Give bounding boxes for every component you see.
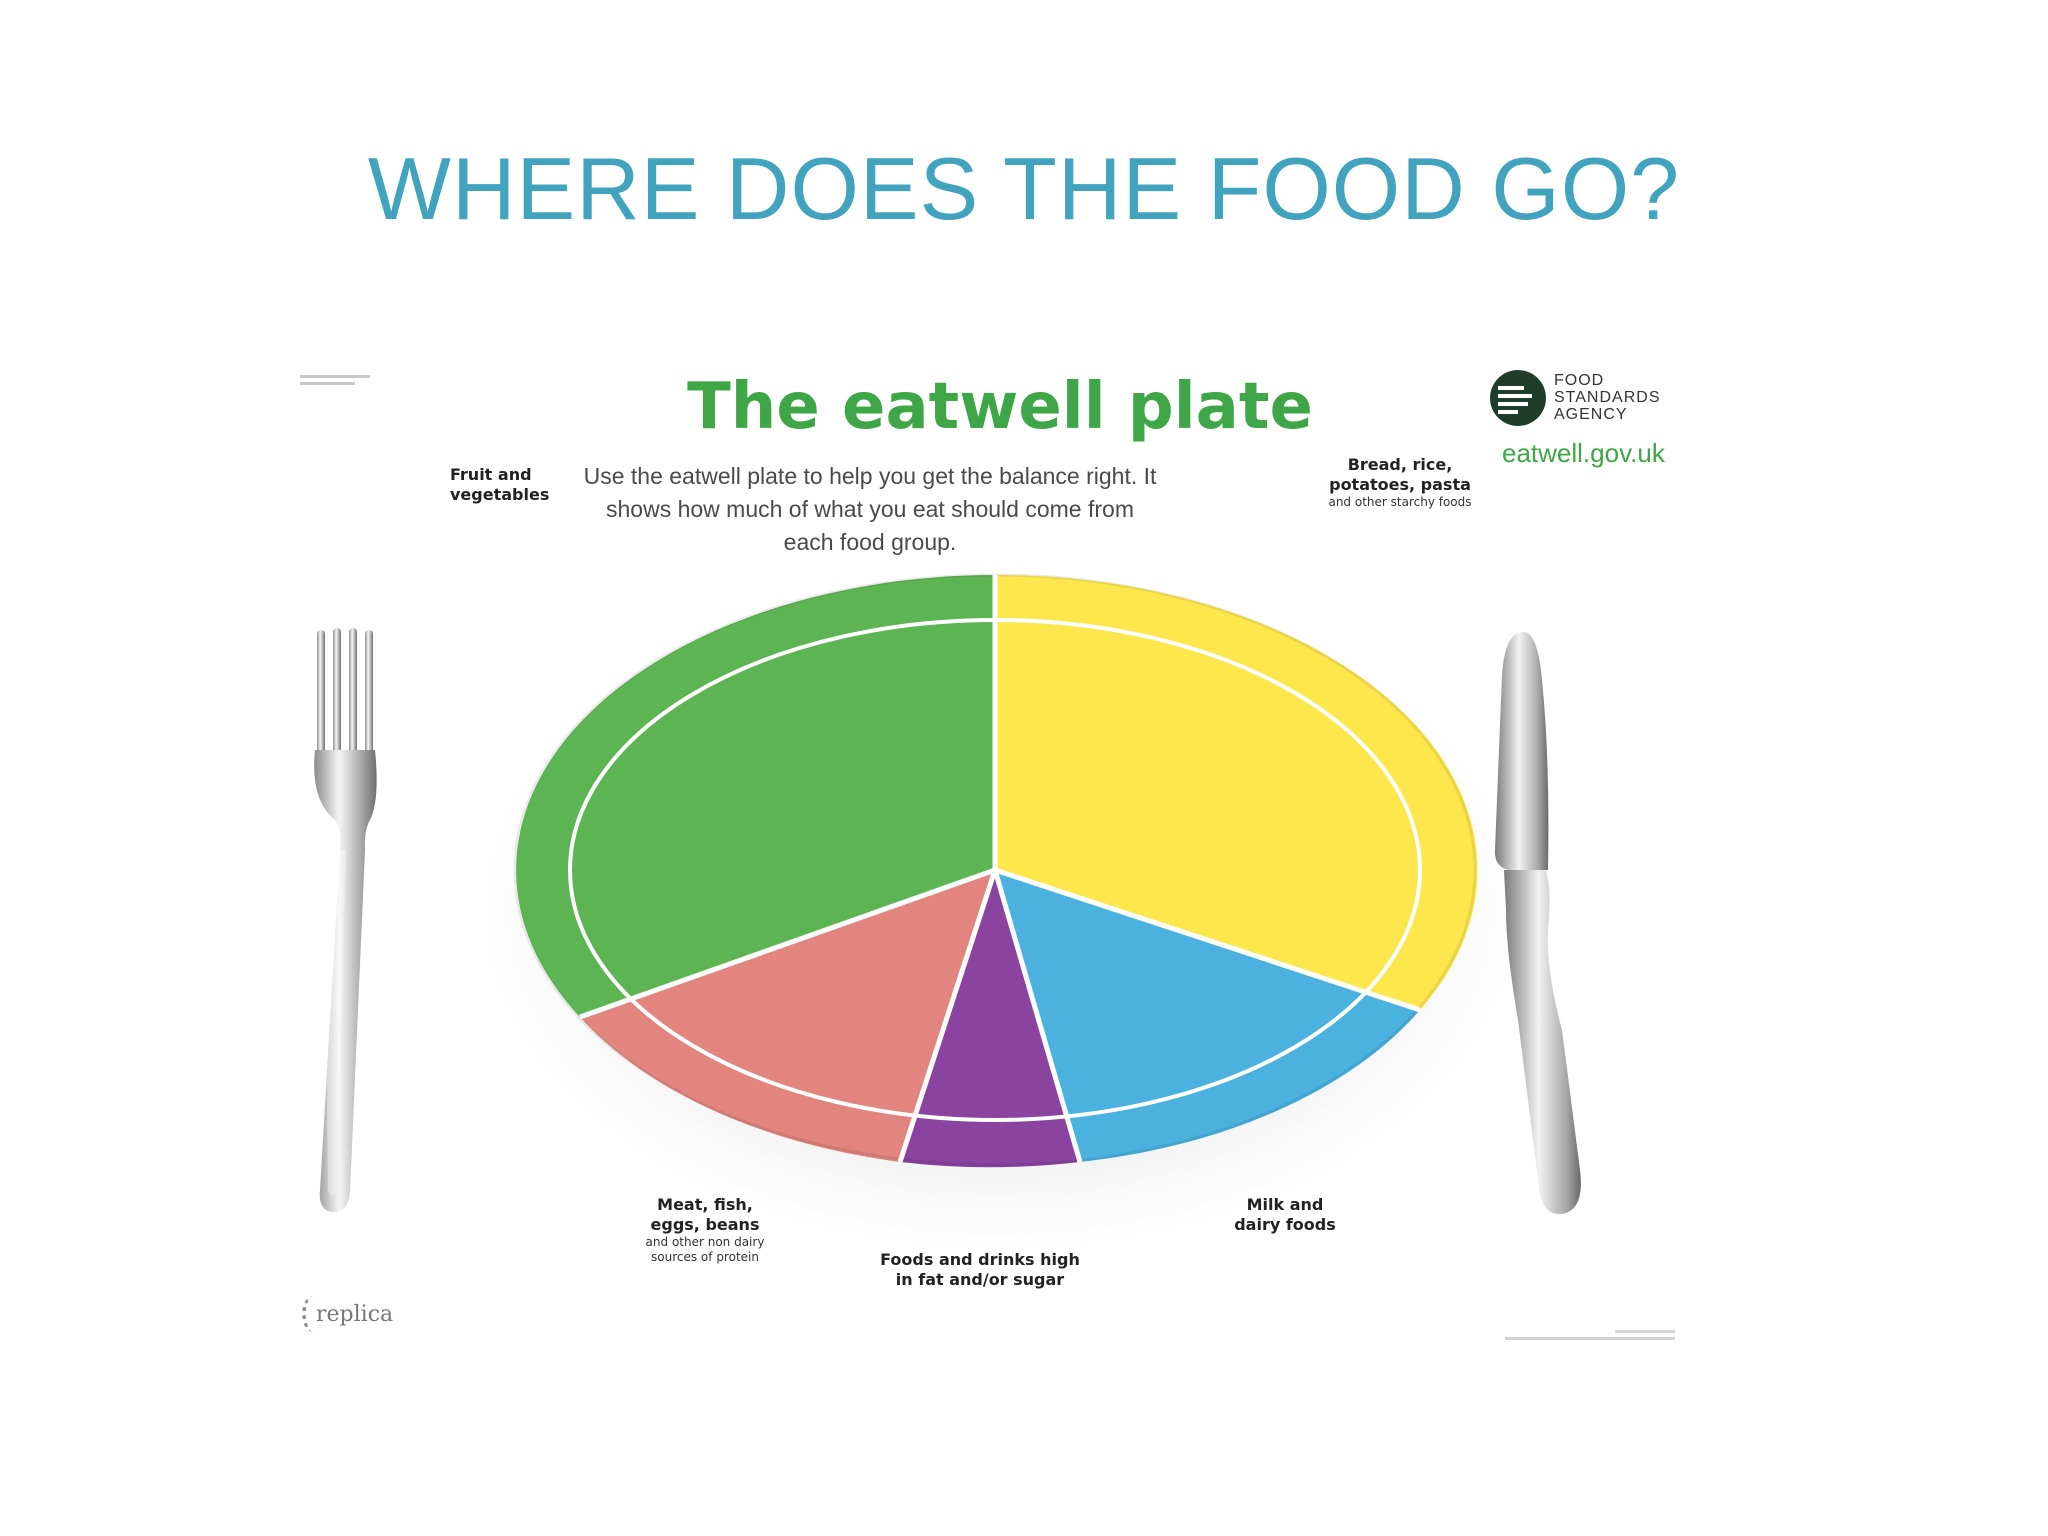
segment-fat-sugar bbox=[900, 870, 1080, 1168]
segment-fruit-veg bbox=[516, 575, 995, 1017]
fork-icon bbox=[314, 628, 377, 1213]
fsa-url-link[interactable]: eatwell.gov.uk bbox=[1502, 438, 1665, 468]
poster-title: The eatwell plate bbox=[687, 370, 1313, 444]
segment-starchy bbox=[995, 574, 1478, 1010]
replica-ring-icon bbox=[302, 1296, 324, 1332]
plate-inner-ring bbox=[568, 618, 1422, 1122]
label-fat-sugar: Foods and drinks high in fat and/or suga… bbox=[880, 1250, 1080, 1289]
plate-diagram bbox=[314, 570, 1581, 1250]
fsa-logo-icon: FOOD STANDARDS AGENCY bbox=[1490, 370, 1680, 430]
eatwell-poster: The eatwell plate Use the eatwell plate … bbox=[280, 330, 1720, 1380]
label-dairy: Milk and dairy foods bbox=[1234, 1195, 1336, 1234]
fine-print-bottom bbox=[1505, 1330, 1675, 1348]
slide-title: WHERE DOES THE FOOD GO? bbox=[367, 139, 1681, 238]
segment-protein bbox=[580, 870, 995, 1162]
poster-subtitle: Use the eatwell plate to help you get th… bbox=[583, 463, 1157, 555]
knife-icon bbox=[1494, 631, 1581, 1215]
segment-dairy bbox=[995, 870, 1420, 1162]
label-protein: Meat, fish, eggs, beans and other non da… bbox=[645, 1195, 765, 1264]
label-fruit-veg: Fruit and vegetables bbox=[450, 465, 550, 504]
fsa-emblem-icon bbox=[1490, 370, 1546, 426]
fsa-name: FOOD STANDARDS AGENCY bbox=[1554, 372, 1661, 423]
segment-dividers bbox=[579, 575, 1421, 1163]
label-starchy: Bread, rice, potatoes, pasta and other s… bbox=[1328, 455, 1472, 509]
fine-print-top bbox=[300, 375, 390, 393]
